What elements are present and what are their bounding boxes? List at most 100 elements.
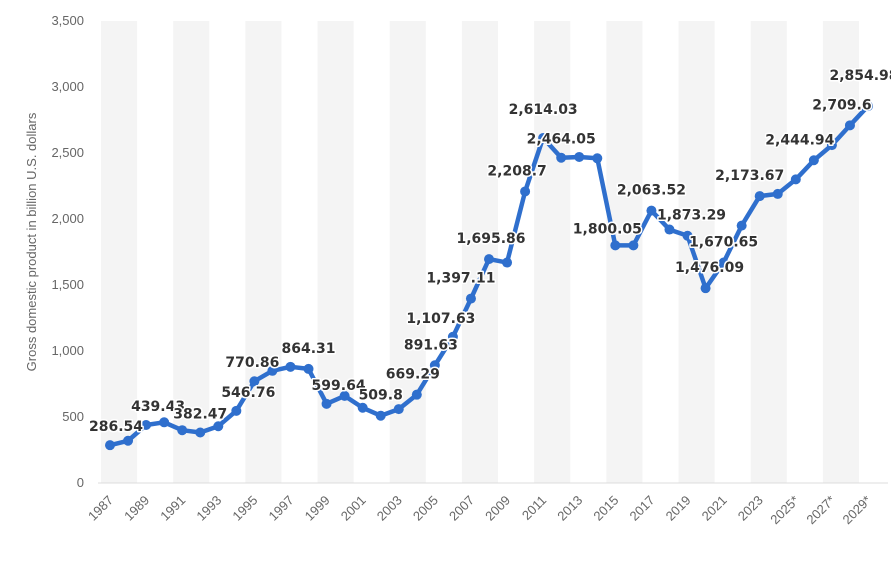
data-point[interactable]: [610, 240, 621, 251]
x-tick-label: 1991: [157, 493, 188, 524]
x-tick-label: 2023: [735, 493, 766, 524]
grid-band: [461, 21, 499, 483]
data-label: 509.8: [359, 388, 403, 404]
y-tick-label: 1,500: [51, 277, 84, 292]
data-point[interactable]: [429, 360, 440, 371]
data-point[interactable]: [447, 331, 458, 342]
data-point[interactable]: [556, 152, 567, 163]
x-tick-label: 2005: [410, 493, 441, 524]
grid-band: [750, 21, 787, 483]
grid-band: [822, 21, 859, 483]
y-tick-label: 0: [77, 475, 84, 490]
y-tick-label: 500: [62, 409, 84, 424]
x-tick-label: 2011: [519, 493, 549, 523]
data-point[interactable]: [357, 402, 368, 413]
data-label: 1,873.29: [657, 208, 726, 224]
data-label: 770.86: [225, 355, 279, 371]
data-label: 864.31: [282, 341, 336, 357]
data-label: 1,107.63: [406, 311, 475, 327]
data-point[interactable]: [700, 283, 711, 294]
data-point[interactable]: [736, 220, 747, 231]
data-point[interactable]: [195, 427, 206, 438]
data-label: 599.64: [312, 378, 366, 394]
data-point[interactable]: [844, 120, 855, 131]
data-point[interactable]: [790, 174, 801, 185]
data-point[interactable]: [520, 186, 531, 197]
data-point[interactable]: [574, 151, 585, 162]
data-label: 2,614.03: [509, 102, 578, 118]
data-point[interactable]: [465, 293, 476, 304]
x-tick-label: 1999: [302, 493, 333, 524]
data-point[interactable]: [664, 224, 675, 235]
grid-band: [245, 21, 282, 483]
data-point[interactable]: [646, 205, 657, 216]
data-point[interactable]: [502, 257, 513, 268]
data-point[interactable]: [411, 389, 422, 400]
data-label: 2,464.05: [527, 132, 596, 148]
data-point[interactable]: [592, 153, 603, 164]
data-point[interactable]: [267, 365, 278, 376]
data-label: 286.54: [89, 419, 143, 435]
grid-band: [389, 21, 426, 483]
y-axis-label: Gross domestic product in billion U.S. d…: [24, 112, 39, 371]
y-tick-label: 3,500: [51, 13, 84, 28]
data-label: 2,444.94: [765, 132, 834, 148]
data-point[interactable]: [718, 257, 729, 268]
data-point[interactable]: [249, 376, 260, 387]
data-label: 1,397.11: [426, 271, 495, 287]
data-points: [105, 101, 873, 451]
data-point[interactable]: [682, 230, 693, 241]
x-tick-label: 1987: [85, 493, 116, 524]
data-point[interactable]: [105, 440, 115, 451]
data-point[interactable]: [808, 155, 819, 166]
data-label: 2,208.7: [487, 163, 546, 179]
data-point[interactable]: [231, 405, 242, 416]
data-label: 1,670.65: [689, 234, 758, 250]
data-point[interactable]: [141, 419, 152, 430]
data-point[interactable]: [285, 361, 296, 372]
data-point[interactable]: [123, 435, 134, 446]
x-tick-label: 2015: [590, 493, 621, 524]
data-point[interactable]: [321, 398, 332, 409]
y-tick-label: 2,000: [51, 211, 84, 226]
x-tick-label: 1997: [266, 493, 297, 524]
data-label: 2,854.98: [829, 68, 891, 84]
x-tick-label: 2017: [626, 493, 657, 524]
x-tick-label: 2003: [374, 493, 405, 524]
grid-band: [606, 21, 643, 483]
x-axis: 1987 1989 1991 1993 1995 1997 1999 2001 2003 2005…: [85, 493, 874, 528]
x-tick-label: 2013: [554, 493, 585, 524]
data-label: 382.47: [173, 407, 227, 423]
data-point[interactable]: [303, 363, 314, 374]
data-label: 2,709.6: [812, 97, 871, 113]
data-point[interactable]: [772, 188, 783, 199]
x-tick-label: 1993: [193, 493, 224, 524]
data-point[interactable]: [538, 132, 549, 143]
data-label: 1,476.09: [675, 260, 744, 276]
data-point[interactable]: [754, 191, 765, 202]
data-label: 1,695.86: [456, 231, 525, 247]
data-point[interactable]: [159, 417, 170, 428]
data-label: 2,063.52: [617, 183, 686, 199]
data-point[interactable]: [484, 254, 494, 265]
x-tick-label: 2021: [699, 493, 730, 524]
data-point[interactable]: [177, 425, 188, 436]
x-tick-label: 2019: [663, 493, 694, 524]
x-tick-label: 1995: [229, 493, 260, 524]
data-point[interactable]: [826, 140, 837, 151]
data-point[interactable]: [628, 240, 639, 251]
data-point[interactable]: [375, 410, 386, 421]
data-point[interactable]: [863, 101, 873, 112]
data-point[interactable]: [339, 390, 350, 401]
data-label: 546.76: [221, 385, 275, 401]
data-label: 891.63: [404, 337, 458, 353]
grid-band: [534, 21, 571, 483]
data-point[interactable]: [393, 404, 404, 415]
grid-band: [678, 21, 715, 483]
y-tick-label: 3,000: [51, 79, 84, 94]
x-tick-label: 2027*: [803, 493, 838, 528]
data-point[interactable]: [213, 421, 224, 432]
data-label: 2,173.67: [715, 168, 784, 184]
background-bands: [100, 21, 859, 483]
